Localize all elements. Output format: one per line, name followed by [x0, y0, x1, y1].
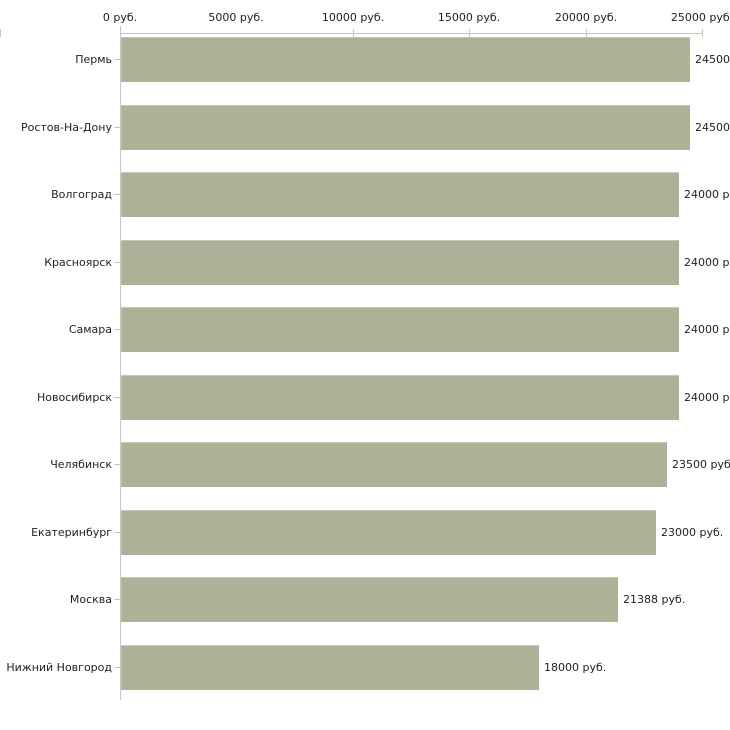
value-label: 21388 руб.	[623, 593, 686, 606]
bar-rows: Пермь 24500 руб. Ростов-На-Дону 24500 ру…	[0, 33, 730, 708]
category-tick	[114, 666, 120, 668]
x-axis-labels: 0 руб. 5000 руб. 10000 руб. 15000 руб. 2…	[0, 11, 730, 25]
bar	[121, 239, 679, 285]
bar	[121, 442, 667, 487]
bar-row: Москва 21388 руб.	[0, 573, 730, 641]
category-label: Екатеринбург	[31, 525, 112, 539]
bar	[121, 509, 656, 555]
category-tick	[114, 464, 120, 465]
x-axis-tick-label: 15000 руб.	[437, 11, 501, 24]
category-label: Ростов-На-Дону	[20, 120, 112, 134]
bar	[121, 374, 679, 420]
value-label: 24000 руб.	[684, 255, 730, 269]
x-axis-tick-label: 5000 руб.	[208, 11, 264, 24]
bar	[121, 104, 690, 150]
bar	[121, 37, 690, 82]
value-label: 23000 руб.	[661, 525, 724, 539]
category-label: Самара	[68, 323, 112, 336]
x-axis-tick-mark	[0, 29, 1, 37]
category-label: Москва	[69, 593, 112, 606]
bar-row: Нижний Новгород 18000 руб.	[0, 641, 730, 709]
category-tick	[114, 194, 120, 195]
value-label: 24500 руб.	[695, 120, 730, 134]
bar-row: Пермь 24500 руб.	[0, 33, 730, 101]
category-tick	[114, 126, 120, 128]
category-tick	[114, 59, 120, 60]
bar-row: Самара 24000 руб.	[0, 303, 730, 371]
category-tick	[114, 329, 120, 330]
bar	[121, 172, 679, 217]
category-label: Волгоград	[51, 188, 112, 201]
x-axis-tick-label: 0 руб.	[102, 11, 138, 24]
category-label: Нижний Новгород	[6, 660, 112, 674]
category-label: Новосибирск	[36, 390, 112, 404]
y-axis-line	[120, 26, 121, 700]
bar	[121, 577, 618, 622]
bar-row: Ростов-На-Дону 24500 руб.	[0, 101, 730, 169]
value-label: 23500 руб.	[672, 458, 730, 471]
bar-row: Челябинск 23500 руб.	[0, 438, 730, 506]
value-label: 24000 руб.	[684, 188, 730, 201]
value-label: 24500 руб.	[695, 53, 730, 66]
bar	[121, 307, 679, 352]
x-axis-tick-label: 20000 руб.	[554, 11, 618, 24]
category-tick	[114, 396, 120, 398]
bar-row: Волгоград 24000 руб.	[0, 168, 730, 236]
x-axis-line	[120, 33, 703, 34]
value-label: 18000 руб.	[544, 660, 607, 674]
value-label: 24000 руб.	[684, 323, 730, 336]
category-label: Челябинск	[50, 458, 112, 471]
x-axis-tick-label: 10000 руб.	[321, 11, 385, 24]
category-tick	[114, 531, 120, 533]
category-tick	[114, 599, 120, 600]
bar-row: Екатеринбург 23000 руб.	[0, 506, 730, 574]
bar-row: Новосибирск 24000 руб.	[0, 371, 730, 439]
category-label: Пермь	[75, 53, 112, 66]
x-axis-tick-label: 25000 руб.	[670, 11, 730, 24]
category-tick	[114, 261, 120, 263]
value-label: 24000 руб.	[684, 390, 730, 404]
bar-row: Красноярск 24000 руб.	[0, 236, 730, 304]
category-label: Красноярск	[44, 255, 112, 269]
bar	[121, 644, 539, 690]
